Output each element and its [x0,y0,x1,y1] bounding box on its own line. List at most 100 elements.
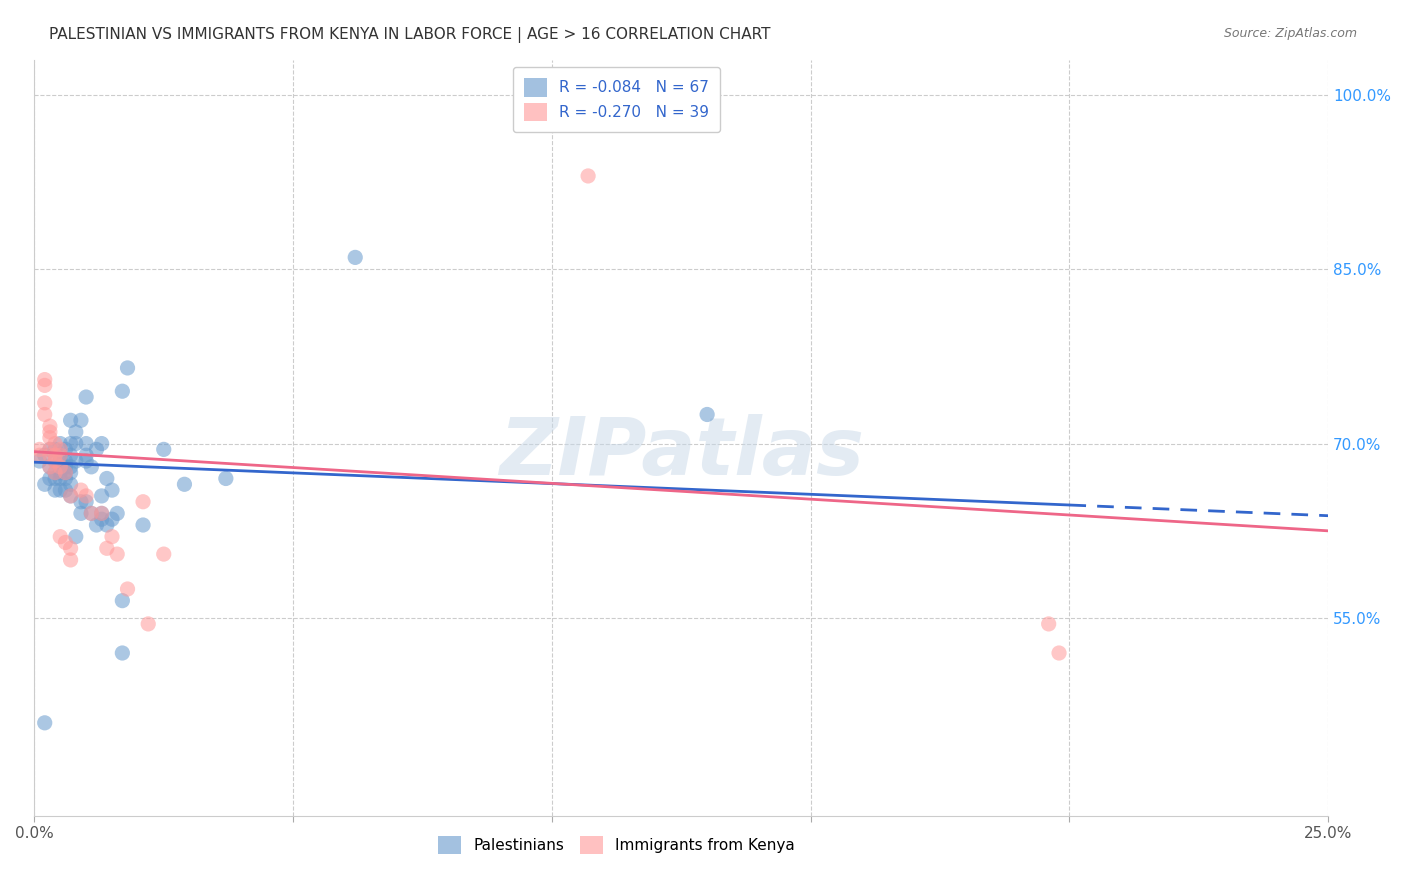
Point [34,448,56,462]
Point [38,419,60,434]
Point [49,448,72,462]
Point [75,436,97,450]
Point [49,483,72,497]
Point [44,454,66,468]
Point [80,459,103,474]
Point [38,442,60,457]
Point [96,541,118,556]
Point [75,494,97,508]
Point [49,459,72,474]
Point [75,448,97,462]
Point [28,454,51,468]
Point [86,518,108,533]
Point [59,436,82,450]
Point [111,384,134,399]
Point [65,530,87,544]
Point [55,466,77,480]
Point [576,169,599,183]
Point [44,466,66,480]
Point [49,448,72,462]
Point [44,448,66,462]
Point [59,477,82,491]
Point [215,471,238,485]
Point [65,454,87,468]
Point [101,512,124,526]
Point [90,507,112,521]
Point [70,494,93,508]
Point [59,413,82,427]
Point [38,442,60,457]
Point [34,477,56,491]
Point [59,466,82,480]
Point [38,459,60,474]
Point [44,466,66,480]
Point [152,442,174,457]
Point [105,507,128,521]
Point [59,459,82,474]
Point [101,483,124,497]
Point [34,715,56,730]
Point [55,466,77,480]
Point [65,436,87,450]
Point [55,535,77,549]
Point [55,471,77,485]
Point [80,507,103,521]
Point [59,489,82,503]
Point [117,360,139,375]
Point [44,483,66,497]
Legend: R = -0.084   N = 67, R = -0.270   N = 39: R = -0.084 N = 67, R = -0.270 N = 39 [513,67,720,132]
Point [344,251,367,265]
Point [34,408,56,422]
Point [49,471,72,485]
Point [1047,646,1070,660]
Point [136,616,159,631]
Point [75,489,97,503]
Point [111,593,134,607]
Point [111,646,134,660]
Point [38,459,60,474]
Point [38,471,60,485]
Point [132,494,155,508]
Point [80,507,103,521]
Point [28,442,51,457]
Point [49,454,72,468]
Point [55,459,77,474]
Point [49,436,72,450]
Point [59,553,82,567]
Point [44,471,66,485]
Point [44,442,66,457]
Point [96,471,118,485]
Point [70,507,93,521]
Point [59,489,82,503]
Point [90,436,112,450]
Point [59,448,82,462]
Point [28,448,51,462]
Point [132,518,155,533]
Point [90,512,112,526]
Point [70,413,93,427]
Point [44,436,66,450]
Point [96,518,118,533]
Point [55,442,77,457]
Point [75,454,97,468]
Point [70,483,93,497]
Point [105,547,128,561]
Point [152,547,174,561]
Point [75,390,97,404]
Text: PALESTINIAN VS IMMIGRANTS FROM KENYA IN LABOR FORCE | AGE > 16 CORRELATION CHART: PALESTINIAN VS IMMIGRANTS FROM KENYA IN … [49,27,770,43]
Point [65,425,87,439]
Text: ZIPatlas: ZIPatlas [499,414,863,491]
Point [34,378,56,392]
Point [90,507,112,521]
Point [44,454,66,468]
Point [38,448,60,462]
Point [55,483,77,497]
Point [38,431,60,445]
Point [38,425,60,439]
Point [90,489,112,503]
Point [49,442,72,457]
Point [55,454,77,468]
Point [173,477,195,491]
Point [101,530,124,544]
Point [1038,616,1060,631]
